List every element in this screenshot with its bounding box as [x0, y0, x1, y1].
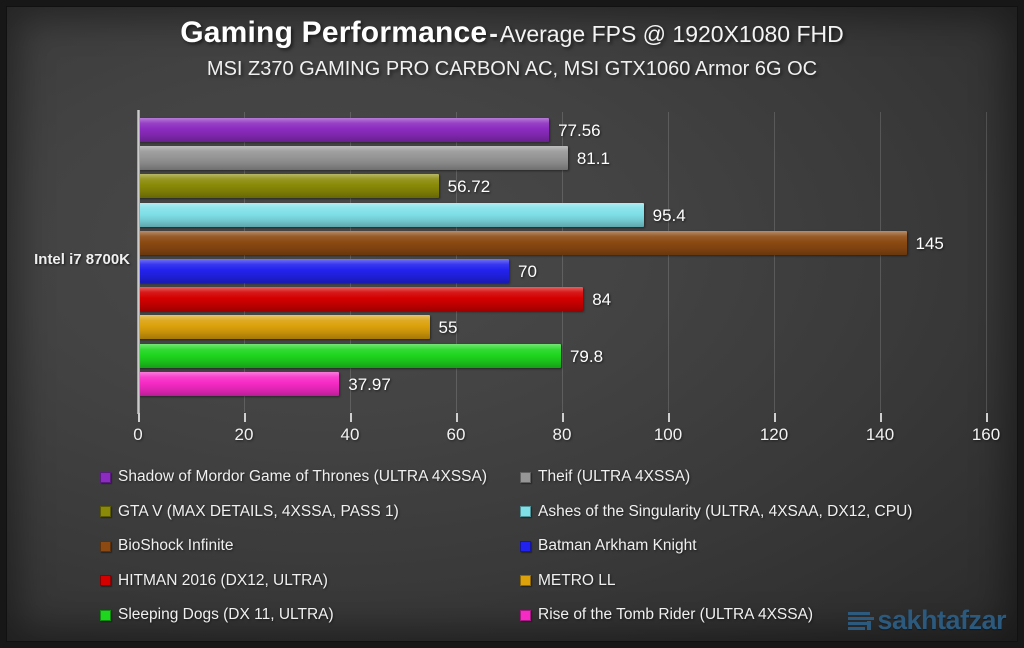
legend-label: Rise of the Tomb Rider (ULTRA 4XSSA)	[538, 606, 814, 623]
x-axis-tick	[668, 413, 670, 422]
legend-color-swatch	[520, 575, 531, 586]
x-axis-tick-label: 160	[971, 425, 1001, 444]
legend-item[interactable]: Sleeping Dogs (DX 11, ULTRA)	[100, 606, 334, 624]
legend-item[interactable]: Batman Arkham Knight	[520, 537, 697, 555]
gridline	[562, 112, 563, 412]
bar-value-label: 84	[592, 290, 612, 310]
bar-gloss	[138, 315, 430, 340]
bar-value-label: 145	[915, 233, 944, 253]
legend-item[interactable]: Theif (ULTRA 4XSSA)	[520, 468, 690, 486]
chart-title-block: Gaming Performance-Average FPS @ 1920X10…	[0, 18, 1024, 80]
legend-color-swatch	[100, 506, 111, 517]
bar-gloss	[138, 202, 644, 227]
legend-item[interactable]: Rise of the Tomb Rider (ULTRA 4XSSA)	[520, 606, 813, 624]
x-axis-tick-label: 80	[552, 425, 572, 444]
bar-gloss	[138, 343, 561, 368]
x-axis-tick	[774, 413, 776, 422]
bar[interactable]	[138, 118, 550, 142]
bar-gloss	[138, 371, 340, 396]
x-axis-tick	[138, 413, 140, 422]
bar[interactable]	[138, 146, 568, 171]
legend-label: Ashes of the Singularity (ULTRA, 4XSAA, …	[538, 502, 913, 520]
bar[interactable]	[138, 230, 907, 255]
legend-color-swatch	[100, 609, 111, 621]
legend-label: BioShock Infinite	[118, 537, 234, 554]
bar[interactable]	[138, 202, 644, 227]
x-axis-tick	[244, 413, 246, 422]
page-title: Gaming Performance	[180, 16, 488, 49]
x-axis-tick-label: 100	[653, 425, 683, 444]
bar[interactable]	[138, 287, 584, 312]
bar-value-label: 77.56	[558, 121, 601, 140]
x-axis-tick	[880, 413, 882, 422]
bar-gloss	[138, 230, 907, 255]
x-axis-tick-label: 20	[234, 425, 254, 444]
gridline	[986, 112, 987, 412]
x-axis-tick	[456, 413, 458, 422]
title-subtitle: Average FPS @ 1920X1080 FHD	[499, 21, 844, 47]
bar-value-label: 70	[518, 262, 537, 281]
gridline	[774, 112, 775, 412]
bar-gloss	[138, 146, 568, 171]
bar[interactable]	[138, 343, 561, 368]
title-dash: -	[489, 18, 498, 48]
bar-value-label: 81.1	[576, 149, 610, 169]
x-axis-tick-label: 140	[865, 425, 895, 444]
bar-value-label: 37.97	[348, 374, 391, 394]
legend-color-swatch	[520, 540, 531, 552]
legend-label: Sleeping Dogs (DX 11, ULTRA)	[118, 606, 334, 623]
legend-label: Theif (ULTRA 4XSSA)	[538, 468, 691, 485]
sakhtafzar-logo-icon	[848, 610, 875, 632]
title-line-1: Gaming Performance-Average FPS @ 1920X10…	[0, 18, 1024, 48]
x-axis-tick	[350, 413, 352, 422]
legend-color-swatch	[520, 506, 531, 517]
legend-item[interactable]: METRO LL	[520, 572, 616, 590]
watermark: sakhtafzar	[848, 605, 1006, 636]
bar[interactable]	[138, 315, 430, 340]
bar-value-label: 56.72	[447, 177, 491, 197]
legend-item[interactable]: BioShock Infinite	[100, 537, 233, 555]
x-axis-tick-label: 120	[759, 425, 789, 444]
bar-value-label: 55	[438, 318, 458, 338]
legend-label: Batman Arkham Knight	[538, 537, 697, 554]
watermark-text: sakhtafzar	[877, 605, 1006, 635]
y-axis-line	[137, 110, 140, 414]
legend-color-swatch	[520, 609, 531, 621]
legend-color-swatch	[520, 471, 531, 483]
title-hardware-line: MSI Z370 GAMING PRO CARBON AC, MSI GTX10…	[206, 58, 818, 80]
x-axis-tick-label: 40	[340, 425, 360, 444]
x-axis-tick-label: 0	[133, 425, 143, 444]
legend-item[interactable]: Ashes of the Singularity (ULTRA, 4XSAA, …	[520, 503, 912, 521]
bar-gloss	[138, 259, 509, 283]
y-axis-category-label: Intel i7 8700K	[34, 251, 130, 268]
legend-color-swatch	[100, 575, 111, 586]
gridline	[668, 112, 669, 412]
legend-color-swatch	[100, 540, 111, 552]
bar-value-label: 95.4	[652, 205, 686, 225]
legend-label: METRO LL	[538, 571, 616, 589]
legend-item[interactable]: Shadow of Mordor Game of Thrones (ULTRA …	[100, 468, 487, 486]
bar[interactable]	[138, 259, 509, 283]
bar-gloss	[138, 174, 439, 199]
legend-label: GTA V (MAX DETAILS, 4XSSA, PASS 1)	[118, 502, 399, 520]
gridline	[880, 112, 881, 412]
legend-label: HITMAN 2016 (DX12, ULTRA)	[118, 571, 328, 589]
plot-area	[138, 112, 987, 412]
x-axis-tick	[562, 413, 564, 422]
bar-gloss	[138, 118, 550, 142]
bar[interactable]	[138, 174, 439, 199]
x-axis-tick-label: 60	[446, 425, 466, 444]
bar-value-label: 79.8	[569, 346, 604, 366]
legend-item[interactable]: HITMAN 2016 (DX12, ULTRA)	[100, 572, 328, 590]
x-axis-tick	[986, 413, 988, 422]
legend-label: Shadow of Mordor Game of Thrones (ULTRA …	[118, 468, 488, 485]
bar[interactable]	[138, 371, 340, 396]
legend-item[interactable]: GTA V (MAX DETAILS, 4XSSA, PASS 1)	[100, 503, 399, 521]
bar-gloss	[138, 287, 584, 312]
legend-color-swatch	[100, 471, 111, 483]
